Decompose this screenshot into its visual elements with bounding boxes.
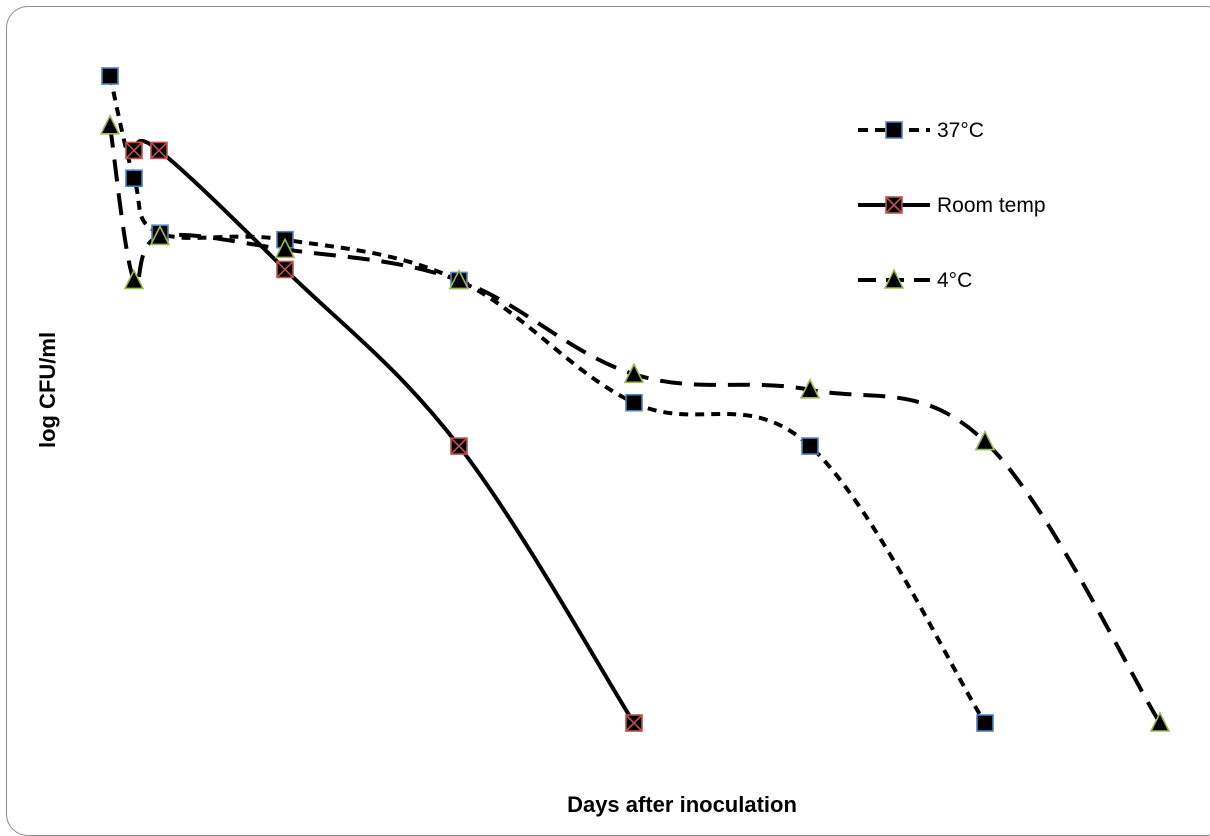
data-point-4c-4 <box>274 237 296 259</box>
data-point-4c-1 <box>99 114 121 135</box>
data-point-4c-5 <box>448 268 470 290</box>
data-point-room-temp-3 <box>276 260 294 279</box>
series-markers <box>99 67 1171 732</box>
data-point-4c-6 <box>623 362 645 384</box>
legend-entry-room-temp: Room temp <box>858 194 1046 217</box>
data-point-4c-3 <box>149 224 171 246</box>
y-axis-title: log CFU/ml <box>35 332 60 448</box>
data-point-37c-2 <box>125 169 143 188</box>
chart-frame <box>6 6 1210 836</box>
data-point-37c-8 <box>976 714 994 732</box>
x-axis-title: Days after inoculation <box>567 792 797 817</box>
data-point-4c-9 <box>1149 711 1171 732</box>
data-point-37c-6 <box>625 393 643 412</box>
legend-label-4c: 4°C <box>937 269 972 292</box>
legend-label-room-temp: Room temp <box>937 194 1046 217</box>
data-point-room-temp-1 <box>125 141 143 160</box>
data-point-room-temp-2 <box>150 141 168 160</box>
data-point-37c-1 <box>101 67 119 85</box>
data-point-4c-7 <box>799 378 821 399</box>
data-point-room-temp-4 <box>450 437 468 455</box>
legend-marker-room-temp <box>885 196 903 214</box>
legend-marker-37c <box>885 121 903 139</box>
data-point-4c-2 <box>123 268 145 290</box>
data-point-4c-8 <box>974 429 996 451</box>
legend: 37°C Room temp 4°C <box>858 119 1046 292</box>
legend-label-37c: 37°C <box>937 119 984 142</box>
legend-entry-4c: 4°C <box>858 268 972 292</box>
legend-marker-4c <box>883 268 905 289</box>
series-line-room-temp <box>132 138 636 725</box>
data-point-37c-7 <box>801 437 819 455</box>
legend-entry-37c: 37°C <box>858 119 984 142</box>
series-line-4c <box>108 125 1162 725</box>
series-line-37c <box>108 75 987 725</box>
data-point-room-temp-5 <box>625 714 643 732</box>
